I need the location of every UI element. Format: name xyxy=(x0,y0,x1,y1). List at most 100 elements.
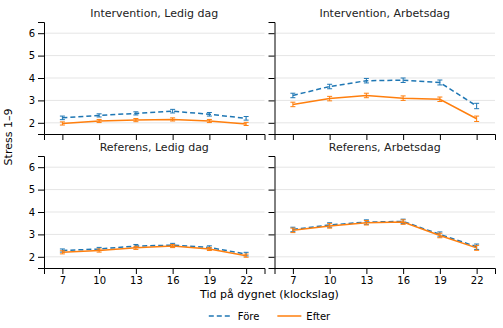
grid-line xyxy=(275,33,496,34)
error-bar xyxy=(207,112,212,116)
tick-mark xyxy=(99,268,100,274)
tick-mark xyxy=(293,268,294,274)
grid-line xyxy=(275,212,496,213)
tick-label: 10 xyxy=(324,275,337,286)
tick-mark xyxy=(246,134,247,140)
tick-mark xyxy=(38,78,44,79)
error-bar xyxy=(437,233,442,237)
tick xyxy=(366,134,367,140)
x-axis xyxy=(275,134,496,140)
tick xyxy=(269,257,275,258)
error-bar xyxy=(133,112,138,115)
tick xyxy=(403,134,404,140)
error-bar xyxy=(401,78,406,82)
line xyxy=(293,221,477,246)
error-bar xyxy=(244,122,249,125)
grid xyxy=(44,33,265,123)
error-bar xyxy=(401,220,406,224)
grid-line xyxy=(44,55,265,56)
plot-area xyxy=(290,219,479,250)
tick-label: 13 xyxy=(361,275,374,286)
error-bar xyxy=(133,246,138,249)
axis-line xyxy=(275,135,496,141)
error-bar xyxy=(474,116,479,121)
line xyxy=(62,119,246,123)
x-axis: 71013161922 xyxy=(275,268,496,286)
error-bar xyxy=(437,80,442,85)
tick xyxy=(477,134,478,140)
axis-line xyxy=(38,23,45,135)
legend-label: Efter xyxy=(306,311,331,322)
grid-line xyxy=(44,78,265,79)
tick: 2 xyxy=(29,118,44,129)
tick: 19 xyxy=(204,268,217,286)
line xyxy=(293,95,477,118)
grid-line xyxy=(275,234,496,235)
legend: FöreEfter xyxy=(209,311,331,322)
tick-label: 3 xyxy=(29,229,35,240)
grid-line xyxy=(44,33,265,34)
tick xyxy=(246,134,247,140)
panel: 23456 xyxy=(29,23,265,141)
error-bar xyxy=(474,245,479,250)
error-bar xyxy=(207,247,212,250)
tick xyxy=(269,78,275,79)
legend-swatch xyxy=(209,315,233,317)
tick-label: 6 xyxy=(29,28,35,39)
tick-label: 5 xyxy=(29,50,35,61)
error-bar xyxy=(364,221,369,225)
tick-mark xyxy=(246,268,247,274)
grid-line xyxy=(275,256,496,257)
error-bar xyxy=(290,228,295,232)
error-bar xyxy=(327,224,332,228)
error-bar xyxy=(97,119,102,122)
error-bar xyxy=(437,97,442,101)
tick-mark xyxy=(366,134,367,140)
tick: 4 xyxy=(29,73,44,84)
tick: 5 xyxy=(29,50,44,61)
error-bar xyxy=(401,96,406,100)
error-bar xyxy=(290,93,295,97)
axis-line xyxy=(38,157,45,269)
panel xyxy=(269,23,496,141)
error-bar xyxy=(60,122,65,125)
line xyxy=(62,246,246,256)
line xyxy=(293,80,477,106)
tick-label: 13 xyxy=(130,275,143,286)
tick xyxy=(62,134,63,140)
error-bar xyxy=(170,109,175,113)
tick xyxy=(269,100,275,101)
grid-line xyxy=(275,55,496,56)
tick: 3 xyxy=(29,229,44,240)
error-bar xyxy=(327,96,332,100)
y-axis-title: Stress 1–9 xyxy=(2,109,15,166)
grid-line xyxy=(275,189,496,190)
plot-area xyxy=(60,243,249,257)
tick-mark xyxy=(477,134,478,140)
error-bar xyxy=(474,103,479,108)
panel: 7101316192223456 xyxy=(29,157,265,287)
tick-mark xyxy=(38,33,44,34)
axis-line xyxy=(45,269,266,275)
tick-mark xyxy=(269,190,275,191)
panel-title: Referens, Ledig dag xyxy=(100,141,209,154)
tick-mark xyxy=(269,123,275,124)
tick xyxy=(209,134,210,140)
panel: 71013161922 xyxy=(269,157,496,287)
grid-line xyxy=(275,122,496,123)
tick-label: 5 xyxy=(29,184,35,195)
axis-line xyxy=(269,23,276,135)
tick-mark xyxy=(38,212,44,213)
error-bar xyxy=(60,251,65,254)
tick xyxy=(173,134,174,140)
tick-mark xyxy=(269,56,275,57)
grid-line xyxy=(44,100,265,101)
x-axis xyxy=(45,134,266,140)
tick-mark xyxy=(62,134,63,140)
grid-line xyxy=(275,167,496,168)
tick-label: 22 xyxy=(240,275,253,286)
tick-mark xyxy=(62,268,63,274)
tick: 16 xyxy=(397,268,410,286)
grid-line xyxy=(275,78,496,79)
tick xyxy=(269,56,275,57)
